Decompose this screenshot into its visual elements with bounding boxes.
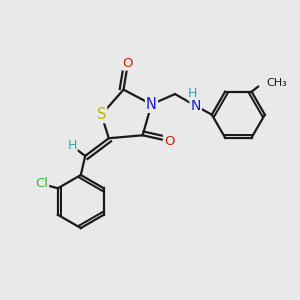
Text: H: H (188, 87, 197, 100)
Text: S: S (97, 107, 106, 122)
Text: N: N (146, 97, 157, 112)
Text: H: H (67, 139, 77, 152)
Text: O: O (164, 135, 174, 148)
Text: Cl: Cl (35, 177, 48, 190)
Text: CH₃: CH₃ (266, 78, 287, 88)
Text: N: N (190, 99, 201, 113)
Text: O: O (123, 57, 133, 70)
